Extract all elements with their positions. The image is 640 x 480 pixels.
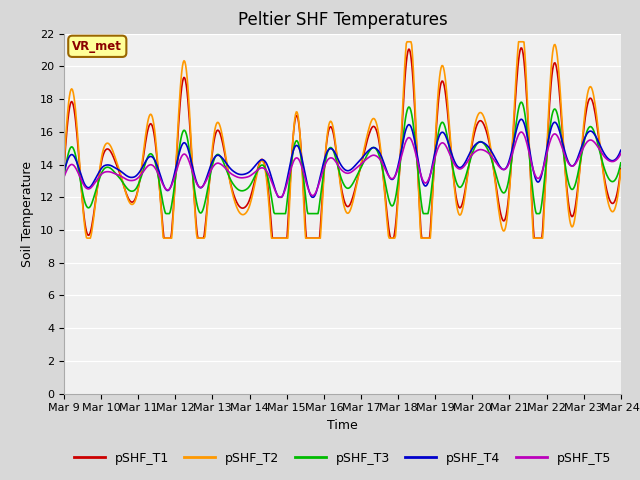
Line: pSHF_T4: pSHF_T4: [64, 120, 621, 197]
Title: Peltier SHF Temperatures: Peltier SHF Temperatures: [237, 11, 447, 29]
pSHF_T3: [127, 188, 135, 194]
pSHF_T2: [428, 209, 436, 215]
pSHF_T3: [163, 211, 170, 216]
pSHF_T1: [185, 107, 193, 113]
pSHF_T2: [70, 95, 78, 100]
Y-axis label: Soil Temperature: Soil Temperature: [22, 161, 35, 266]
pSHF_T4: [127, 175, 135, 180]
pSHF_T5: [428, 169, 435, 175]
pSHF_T1: [127, 199, 135, 205]
X-axis label: Time: Time: [327, 419, 358, 432]
pSHF_T4: [70, 154, 78, 159]
pSHF_T3: [517, 99, 525, 105]
pSHF_T3: [70, 147, 78, 153]
pSHF_T1: [617, 166, 625, 171]
pSHF_T5: [127, 178, 135, 183]
pSHF_T5: [517, 129, 525, 135]
pSHF_T5: [184, 156, 192, 161]
pSHF_T4: [617, 147, 625, 153]
pSHF_T1: [517, 45, 525, 51]
pSHF_T4: [428, 168, 435, 174]
pSHF_T1: [60, 165, 68, 171]
pSHF_T4: [275, 194, 282, 200]
Text: VR_met: VR_met: [72, 40, 122, 53]
pSHF_T4: [214, 152, 221, 158]
pSHF_T1: [428, 216, 435, 221]
pSHF_T1: [161, 235, 168, 241]
pSHF_T3: [411, 135, 419, 141]
pSHF_T1: [214, 127, 222, 133]
pSHF_T2: [83, 235, 91, 241]
pSHF_T2: [617, 168, 625, 173]
pSHF_T2: [128, 202, 136, 207]
Line: pSHF_T3: pSHF_T3: [64, 102, 621, 214]
pSHF_T4: [184, 146, 192, 152]
Line: pSHF_T2: pSHF_T2: [64, 42, 621, 238]
pSHF_T4: [518, 117, 525, 122]
pSHF_T3: [60, 174, 68, 180]
pSHF_T5: [70, 163, 78, 168]
pSHF_T1: [411, 107, 419, 113]
pSHF_T5: [214, 160, 221, 166]
pSHF_T5: [60, 174, 68, 180]
Line: pSHF_T5: pSHF_T5: [64, 132, 621, 197]
Line: pSHF_T1: pSHF_T1: [64, 48, 621, 238]
pSHF_T3: [428, 190, 435, 196]
pSHF_T2: [412, 114, 419, 120]
Legend: pSHF_T1, pSHF_T2, pSHF_T3, pSHF_T4, pSHF_T5: pSHF_T1, pSHF_T2, pSHF_T3, pSHF_T4, pSHF…: [68, 447, 616, 469]
pSHF_T1: [70, 106, 78, 112]
pSHF_T2: [214, 120, 222, 125]
pSHF_T2: [185, 96, 193, 101]
pSHF_T3: [185, 143, 193, 148]
pSHF_T3: [617, 160, 625, 166]
pSHF_T2: [403, 39, 411, 45]
pSHF_T5: [411, 147, 419, 153]
pSHF_T5: [276, 194, 284, 200]
pSHF_T4: [60, 168, 68, 174]
pSHF_T4: [411, 139, 419, 144]
pSHF_T3: [214, 152, 222, 157]
pSHF_T2: [60, 162, 68, 168]
pSHF_T5: [617, 151, 625, 156]
